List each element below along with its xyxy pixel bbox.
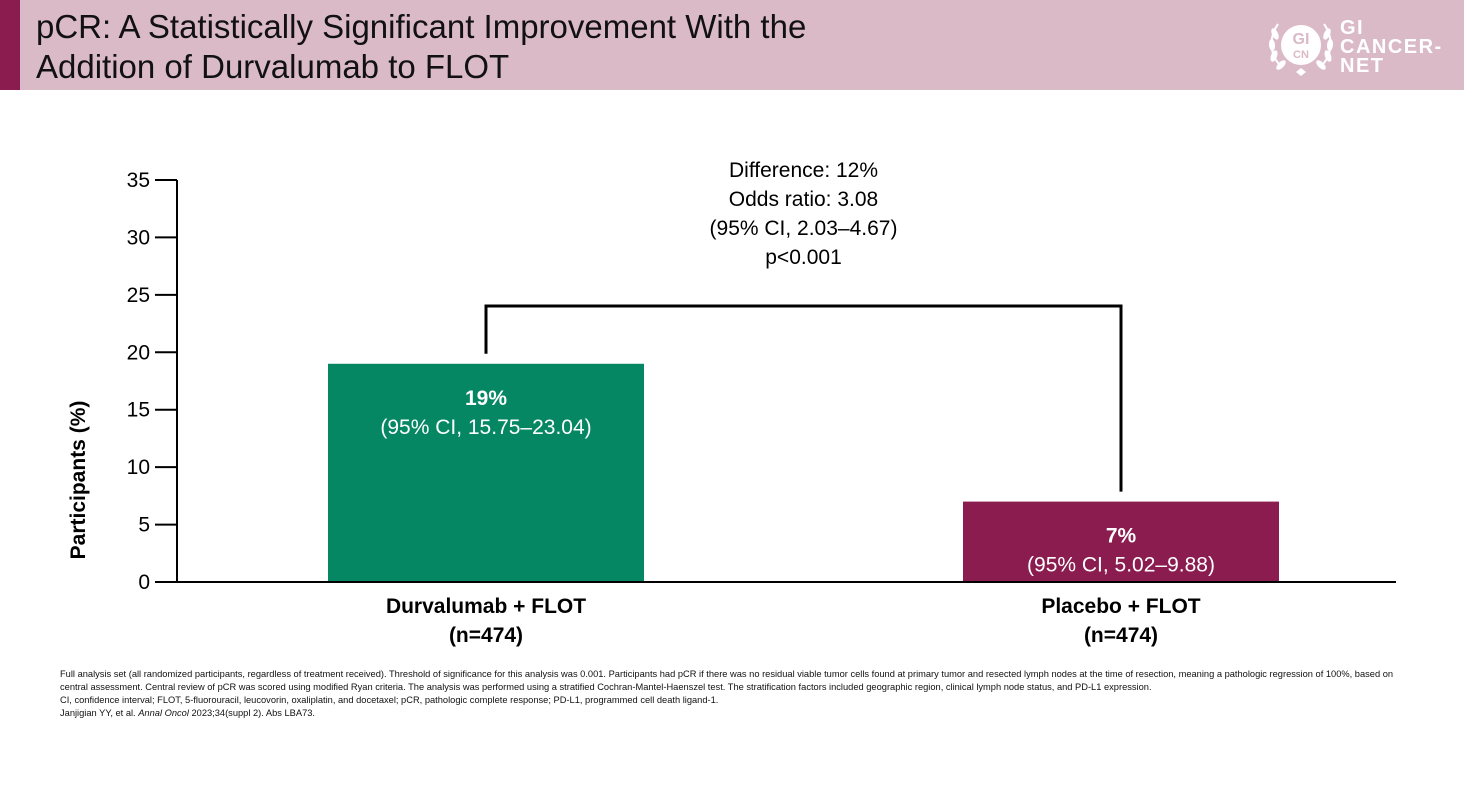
- bar: [328, 363, 644, 582]
- reference-journal: Annal Oncol: [138, 708, 189, 718]
- logo-seal-line-1: GI: [1293, 31, 1310, 48]
- x-axis: Durvalumab + FLOT (n=474) Placebo + FLOT (n…: [177, 581, 1396, 647]
- x-category-n-label: (n=474): [1084, 624, 1158, 647]
- laurel-seal-icon: GI CN: [1268, 23, 1334, 76]
- gi-cancer-net-logo: GI CN GI CANCER- NET: [1266, 12, 1456, 80]
- slide-title: pCR: A Statistically Significant Improve…: [36, 7, 1186, 87]
- y-tick-label: 25: [127, 284, 150, 307]
- slide-title-line-1: pCR: A Statistically Significant Improve…: [36, 8, 807, 45]
- annotation-line: p<0.001: [765, 246, 842, 269]
- bracket-line: [484, 304, 1123, 492]
- annotation-line: (95% CI, 2.03–4.67): [710, 217, 898, 240]
- x-category-n-label: (n=474): [449, 624, 523, 647]
- footnote-reference: Janjigian YY, et al. Annal Oncol 2023;34…: [60, 707, 1410, 720]
- y-tick-label: 5: [138, 514, 150, 537]
- y-axis-label: Participants (%): [67, 401, 90, 560]
- pcr-bar-chart: 0 5 10 15 20 25 30 35 Participants (%) 19% (95% …: [67, 159, 1396, 647]
- logo-seal-line-2: CN: [1293, 49, 1309, 61]
- logo-line-1: GI: [1340, 17, 1365, 39]
- slide-header: pCR: A Statistically Significant Improve…: [0, 0, 1464, 90]
- y-tick-label: 15: [127, 399, 150, 422]
- y-tick-label: 0: [138, 571, 150, 594]
- y-tick-label: 35: [127, 169, 150, 192]
- footnote-abbreviations: CI, confidence interval; FLOT, 5-fluorou…: [60, 695, 719, 705]
- slide-title-line-2: Addition of Durvalumab to FLOT: [36, 48, 510, 85]
- logo-wordmark: GI CANCER- NET: [1340, 17, 1443, 77]
- comparison-bracket: [484, 304, 1123, 492]
- footnote-analysis: Full analysis set (all randomized partic…: [60, 669, 1394, 692]
- bar-value-label: 7%: [1106, 525, 1137, 548]
- x-category-label: Placebo + FLOT: [1041, 595, 1200, 618]
- comparison-annotation: Difference: 12% Odds ratio: 3.08 (95% CI, …: [710, 159, 898, 269]
- bar-value-label: 19%: [465, 387, 507, 410]
- bar-ci-label: (95% CI, 5.02–9.88): [1027, 554, 1215, 577]
- footnotes: Full analysis set (all randomized partic…: [60, 668, 1410, 720]
- y-tick-label: 30: [127, 226, 150, 249]
- x-category-label: Durvalumab + FLOT: [386, 595, 586, 618]
- annotation-line: Odds ratio: 3.08: [729, 188, 878, 211]
- logo-line-3: NET: [1340, 55, 1385, 77]
- bar: [963, 501, 1279, 582]
- reference-authors: Janjigian YY, et al.: [60, 708, 139, 718]
- y-tick-label: 10: [127, 456, 150, 479]
- logo-line-2: CANCER-: [1340, 36, 1443, 58]
- bar-ci-label: (95% CI, 15.75–23.04): [380, 416, 591, 439]
- reference-details: 2023;34(suppl 2). Abs LBA73.: [188, 708, 316, 718]
- header-accent-bar: [0, 0, 20, 90]
- y-tick-label: 20: [127, 341, 150, 364]
- bars: 19% (95% CI, 15.75–23.04) 7% (95% CI, 5.02–…: [328, 363, 1279, 582]
- y-axis: 0 5 10 15 20 25 30 35: [127, 169, 178, 594]
- annotation-line: Difference: 12%: [729, 159, 878, 182]
